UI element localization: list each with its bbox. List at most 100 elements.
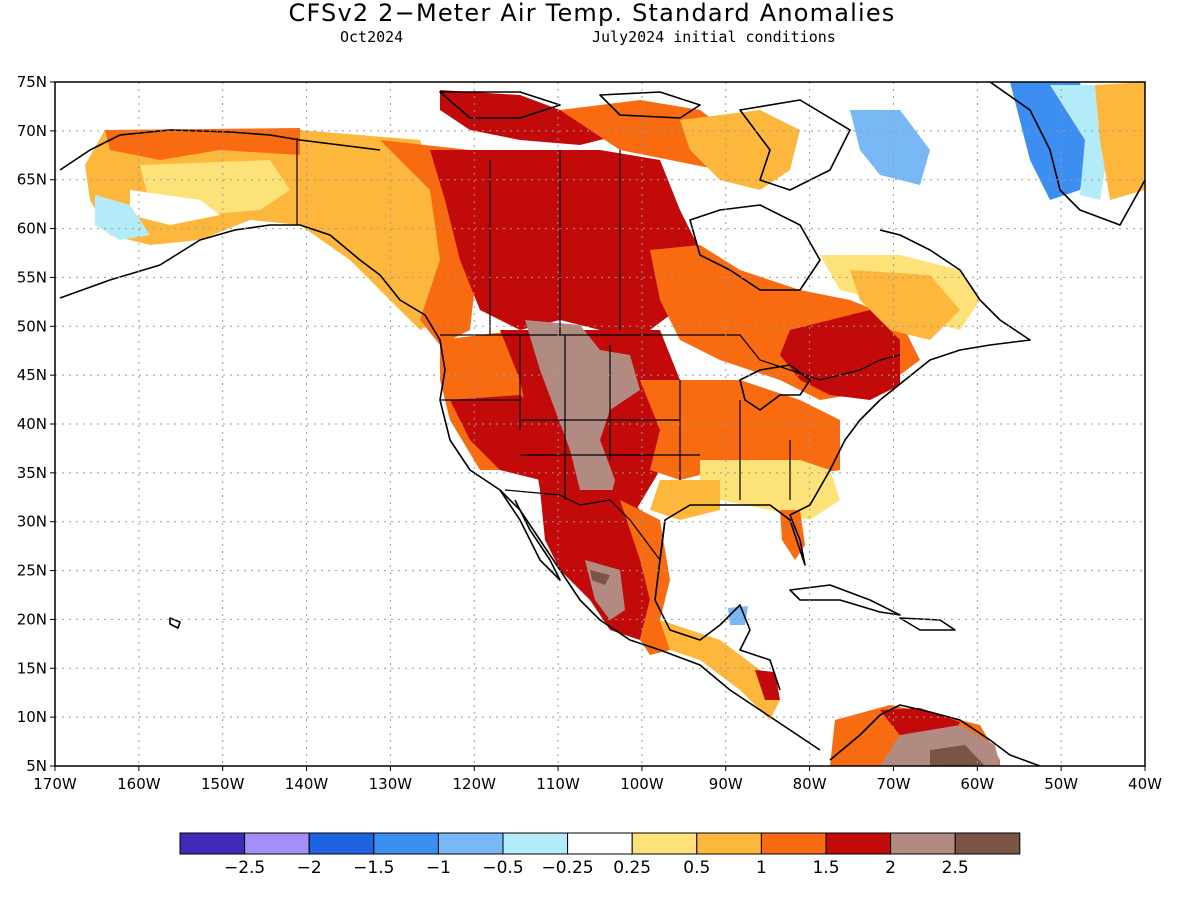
colorbar-label: −0.5 — [482, 858, 523, 878]
lon-tick-label: 140W — [285, 775, 329, 793]
lon-tick-label: 50W — [1044, 775, 1078, 793]
coast-greenland — [989, 82, 1145, 226]
border-us-mexico — [504, 489, 661, 561]
lat-tick-label: 45N — [17, 366, 47, 384]
lon-tick-label: 80W — [793, 775, 827, 793]
colorbar-swatch — [179, 832, 246, 855]
coast-hispaniola — [899, 617, 956, 631]
colorbar-swatch — [437, 832, 504, 855]
lon-tick-label: 40W — [1128, 775, 1162, 793]
coast-east — [879, 229, 1031, 401]
lat-tick-label: 75N — [17, 73, 47, 91]
anomaly-region-southeast-orange — [650, 480, 720, 520]
longitude-labels: 170W 160W 150W 140W 130W 120W 110W 100W 90W 80W 70… — [33, 766, 1162, 793]
lon-tick-label: 70W — [877, 775, 911, 793]
coast-arctic-island2 — [599, 91, 701, 119]
lon-tick-label: 160W — [117, 775, 161, 793]
coast-alaska — [59, 224, 821, 751]
colorbar-label: 2 — [885, 858, 896, 878]
anomaly-region-greenland-warm — [1095, 82, 1145, 200]
anomaly-region-quebec-orange — [850, 270, 960, 340]
anomaly-region-rockies-brown — [525, 320, 640, 500]
colorbar-swatch — [244, 832, 310, 855]
lon-tick-label: 130W — [369, 775, 413, 793]
anomaly-region-venezuela-darkbrown — [930, 745, 985, 766]
anomaly-region-alaska-cool — [95, 195, 150, 240]
colorbar-swatch — [954, 832, 1021, 855]
latitude-labels: 75N 70N 65N 60N 55N 50N 45N 40N 35N 30N 25N 20N 15N 1… — [17, 73, 55, 775]
coast-hawaii — [169, 617, 181, 629]
gridlines — [55, 82, 1145, 766]
colorbar-label: −0.25 — [542, 858, 594, 878]
lat-tick-label: 55N — [17, 268, 47, 286]
border-canada-provinces — [489, 150, 621, 335]
anomaly-region-alaska-north — [105, 128, 300, 160]
anomaly-region-mexico-darkbrown — [590, 570, 610, 585]
lat-tick-label: 70N — [17, 122, 47, 140]
coast-arctic-island1 — [439, 91, 561, 119]
coastlines — [59, 82, 1145, 766]
anomaly-region-honduras-red — [755, 670, 780, 700]
forecast-month: Oct2024 — [340, 28, 404, 46]
colorbar-label: 0.25 — [613, 858, 651, 878]
colorbar-swatch — [631, 832, 698, 855]
colorbar-label: 2.5 — [942, 858, 969, 878]
anomaly-region-greenland-lightblue — [1050, 85, 1110, 200]
anomaly-region-central-america — [660, 620, 780, 720]
colorbar-label: −1 — [426, 858, 451, 878]
hudson-bay — [690, 205, 820, 290]
colorbar-label: 0.5 — [683, 858, 710, 878]
border-states-1 — [440, 335, 791, 500]
colorbar-label: −2.5 — [224, 858, 265, 878]
colorbar-label: −2 — [297, 858, 322, 878]
colorbar-swatch — [308, 832, 375, 855]
lon-tick-label: 120W — [452, 775, 496, 793]
lat-tick-label: 25N — [17, 562, 47, 580]
lat-tick-label: 50N — [17, 317, 47, 335]
coast-alaska-north — [59, 129, 381, 171]
colorbar-swatch — [373, 832, 439, 855]
coast-south-america — [829, 704, 1041, 766]
lon-tick-label: 60W — [960, 775, 994, 793]
lat-tick-label: 30N — [17, 513, 47, 531]
lat-tick-label: 20N — [17, 610, 47, 628]
colorbar-swatch — [502, 832, 569, 855]
coast-cuba — [789, 584, 901, 616]
colorbar-label: 1.5 — [812, 858, 839, 878]
lon-tick-label: 150W — [201, 775, 245, 793]
lat-tick-label: 15N — [17, 659, 47, 677]
coast-gulf — [659, 399, 881, 566]
lat-tick-label: 35N — [17, 464, 47, 482]
lon-tick-label: 170W — [33, 775, 77, 793]
anomaly-region-greenland-cool — [850, 110, 930, 185]
colorbar-label: −1.5 — [353, 858, 394, 878]
lat-tick-label: 60N — [17, 220, 47, 238]
colorbar-swatch — [890, 832, 956, 855]
lon-tick-label: 90W — [709, 775, 743, 793]
lon-tick-label: 110W — [536, 775, 580, 793]
political-borders — [296, 138, 901, 561]
lat-tick-label: 10N — [17, 708, 47, 726]
colorbar-label: 1 — [756, 858, 767, 878]
map-title: CFSv2 2−Meter Air Temp. Standard Anomali… — [288, 0, 896, 27]
coast-mexico-gulf — [654, 519, 781, 691]
lat-tick-label: 40N — [17, 415, 47, 433]
coast-hudson — [689, 204, 821, 291]
lat-tick-label: 65N — [17, 171, 47, 189]
colorbar-swatch — [760, 832, 827, 855]
anomaly-region-canada-red — [430, 150, 700, 340]
anomaly-region-baffin — [680, 110, 800, 190]
anomaly-region-alaska-white — [130, 190, 220, 225]
lon-tick-label: 100W — [620, 775, 664, 793]
colorbar-swatch — [696, 832, 762, 855]
coast-baja — [499, 489, 561, 581]
colorbar-swatch — [825, 832, 892, 855]
colorbar: −2.5 −2 −1.5 −1 −0.5 −0.25 0.25 0.5 1 1.5 2 2.5 — [179, 832, 1021, 878]
lat-tick-label: 5N — [26, 757, 47, 775]
coast-great-lakes — [739, 364, 811, 411]
anomaly-region-mexico-orange — [620, 500, 670, 655]
anomaly-region-southeast-yellow — [700, 460, 840, 520]
colorbar-swatch — [567, 832, 633, 855]
initial-conditions: July2024 initial conditions — [592, 28, 836, 46]
